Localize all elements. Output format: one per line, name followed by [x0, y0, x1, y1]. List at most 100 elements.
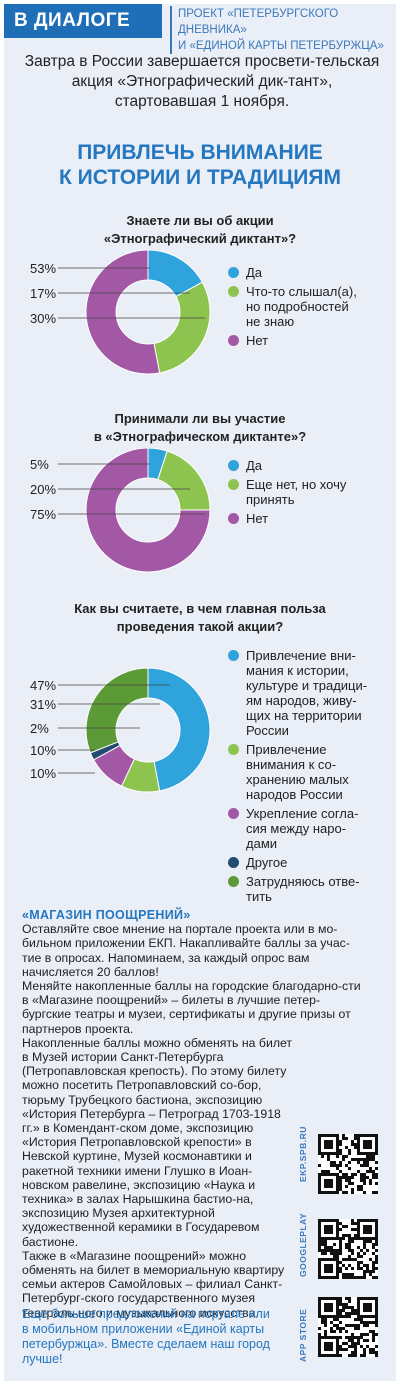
legend-label: Что-то слышал(а), — [246, 284, 357, 299]
legend-item: Еще нет, но хочу принять — [228, 477, 390, 507]
legend-dot — [228, 857, 239, 868]
legend-label: Укрепление согла- — [246, 806, 359, 821]
qr-code-site[interactable] — [318, 1134, 378, 1194]
legend-label: Нет — [246, 333, 269, 348]
legend-label: России — [246, 723, 289, 738]
legend-item: Да — [228, 458, 390, 473]
main-title: ПРИВЛЕЧЬ ВНИМАНИЕ К ИСТОРИИ И ТРАДИЦИЯМ — [10, 140, 390, 190]
question-2-line-1: Принимали ли вы участие — [114, 411, 286, 426]
legend-label: тить — [246, 889, 272, 904]
promo-paragraph-1: Оставляйте свое мнение на портале проект… — [22, 922, 350, 979]
legend-item: Затрудняюсь отве-тить — [228, 874, 390, 904]
percent-label: 47% — [30, 678, 56, 693]
percent-label: 20% — [30, 482, 56, 497]
donut-slice-2 — [157, 450, 211, 511]
legend-item: Что-то слышал(а), но подробностей не знаю — [228, 284, 390, 329]
donut-slice-3 — [85, 448, 211, 573]
legend-label: Привлечение — [246, 742, 327, 757]
promo-block: «МАГАЗИН ПООЩРЕНИЙ» Оставляйте свое мнен… — [22, 908, 367, 1320]
legend-dot — [228, 513, 239, 524]
legend-dot — [228, 267, 239, 278]
footer-text: Еще больше предложений на портале или в … — [22, 1307, 270, 1366]
legend-label: не знаю — [246, 314, 295, 329]
legend-label: щих на территории — [246, 708, 362, 723]
legend-label: народов России — [246, 787, 343, 802]
qr-code-googleplay[interactable] — [318, 1219, 378, 1279]
question-3: Как вы считаете, в чем главная польза пр… — [20, 600, 380, 636]
main-title-line-1: ПРИВЛЕЧЬ ВНИМАНИЕ — [77, 141, 323, 164]
percent-label: 2% — [30, 721, 49, 736]
legend-dot — [228, 335, 239, 346]
chart-1-donut: 53% 17% 30% — [30, 250, 211, 375]
percent-label: 10% — [30, 766, 56, 781]
legend-item: Нет — [228, 333, 390, 348]
legend-label: культуре и традици- — [246, 678, 368, 693]
question-1: Знаете ли вы об акции «Этнографический д… — [20, 212, 380, 248]
legend-dot — [228, 286, 239, 297]
legend-label: Привлечение вни- — [246, 648, 356, 663]
promo-title: «МАГАЗИН ПООЩРЕНИЙ» — [22, 908, 191, 922]
legend-label: хранению малых — [246, 772, 349, 787]
legend-label: Да — [246, 265, 263, 280]
percent-label: 75% — [30, 507, 56, 522]
qr-code-icon — [318, 1297, 378, 1357]
promo-paragraph-2: Меняйте накопленные баллы на городские б… — [22, 979, 361, 1036]
question-2-line-2: в «Этнографическом диктанте»? — [93, 429, 307, 444]
intro-text: Завтра в России завершается просвети-тел… — [24, 53, 380, 110]
legend-label: Да — [246, 458, 263, 473]
legend-dot — [228, 479, 239, 490]
legend-label: сия между наро- — [246, 821, 347, 836]
chart-1-legend: Да Что-то слышал(а), но подробностей не зна… — [228, 265, 390, 352]
question-3-line-1: Как вы считаете, в чем главная польза — [74, 601, 326, 616]
percent-label: 10% — [30, 743, 56, 758]
legend-label: Еще нет, но хочу — [246, 477, 347, 492]
chart-3-donut: 47% 31% 2% 10% 10% — [30, 667, 211, 793]
donut-slice-2 — [153, 281, 211, 374]
qr-label-appstore: APP STORE — [298, 1308, 308, 1362]
legend-item: Привлечение внимания к со-хранению малых н… — [228, 742, 390, 802]
legend-label: ям народов, живу- — [246, 693, 357, 708]
legend-label: но подробностей — [246, 299, 349, 314]
project-line-1: ПРОЕКТ «ПЕТЕРБУРГСКОГО ДНЕВНИКА» — [178, 8, 339, 36]
qr-label-site: EKP.SPB.RU — [298, 1126, 308, 1182]
chart-3-legend: Привлечение вни-мания к истории, культуре… — [228, 648, 390, 908]
percent-label: 30% — [30, 311, 56, 326]
legend-dot — [228, 744, 239, 755]
percent-label: 17% — [30, 286, 56, 301]
qr-code-icon — [318, 1134, 378, 1194]
section-tag: В ДИАЛОГЕ — [4, 4, 162, 38]
project-line-2: И «ЕДИНОЙ КАРТЫ ПЕТЕРБУРЖЦА» — [178, 40, 384, 52]
question-1-line-2: «Этнографический диктант»? — [103, 231, 297, 246]
legend-dot — [228, 876, 239, 887]
legend-label: Затрудняюсь отве- — [246, 874, 360, 889]
legend-dot — [228, 460, 239, 471]
legend-label: Нет — [246, 511, 269, 526]
legend-dot — [228, 808, 239, 819]
question-1-line-1: Знаете ли вы об акции — [126, 213, 274, 228]
legend-label: Другое — [246, 855, 288, 870]
legend-dot — [228, 650, 239, 661]
legend-label: дами — [246, 836, 278, 851]
main-title-line-2: К ИСТОРИИ И ТРАДИЦИЯМ — [59, 166, 341, 189]
legend-label: мания к истории, — [246, 663, 349, 678]
donut-slice-5 — [85, 667, 149, 754]
question-2: Принимали ли вы участие в «Этнографическ… — [20, 410, 380, 446]
project-caption: ПРОЕКТ «ПЕТЕРБУРГСКОГО ДНЕВНИКА» И «ЕДИН… — [170, 6, 400, 54]
donut-slice-1 — [147, 667, 211, 792]
promo-paragraph-4: Также в «Магазине поощрений» можно обмен… — [22, 1248, 285, 1320]
qr-code-icon — [318, 1219, 378, 1279]
legend-item: Да — [228, 265, 390, 280]
legend-item: Привлечение вни-мания к истории, культуре… — [228, 648, 390, 738]
question-3-line-2: проведения такой акции? — [116, 619, 284, 634]
percent-label: 53% — [30, 261, 56, 276]
percent-label: 31% — [30, 697, 56, 712]
legend-item: Укрепление согла-сия между наро-дами — [228, 806, 390, 851]
chart-2-legend: Да Еще нет, но хочу принять Нет — [228, 458, 390, 530]
donut-slice-3 — [85, 250, 161, 375]
qr-code-appstore[interactable] — [318, 1297, 378, 1357]
qr-label-googleplay: GOOGLEPLAY — [298, 1212, 308, 1277]
promo-paragraph-3: Накопленные баллы можно обменять на биле… — [22, 1035, 293, 1249]
legend-item: Другое — [228, 855, 390, 870]
legend-label: принять — [246, 492, 295, 507]
legend-label: внимания к со- — [246, 757, 337, 772]
